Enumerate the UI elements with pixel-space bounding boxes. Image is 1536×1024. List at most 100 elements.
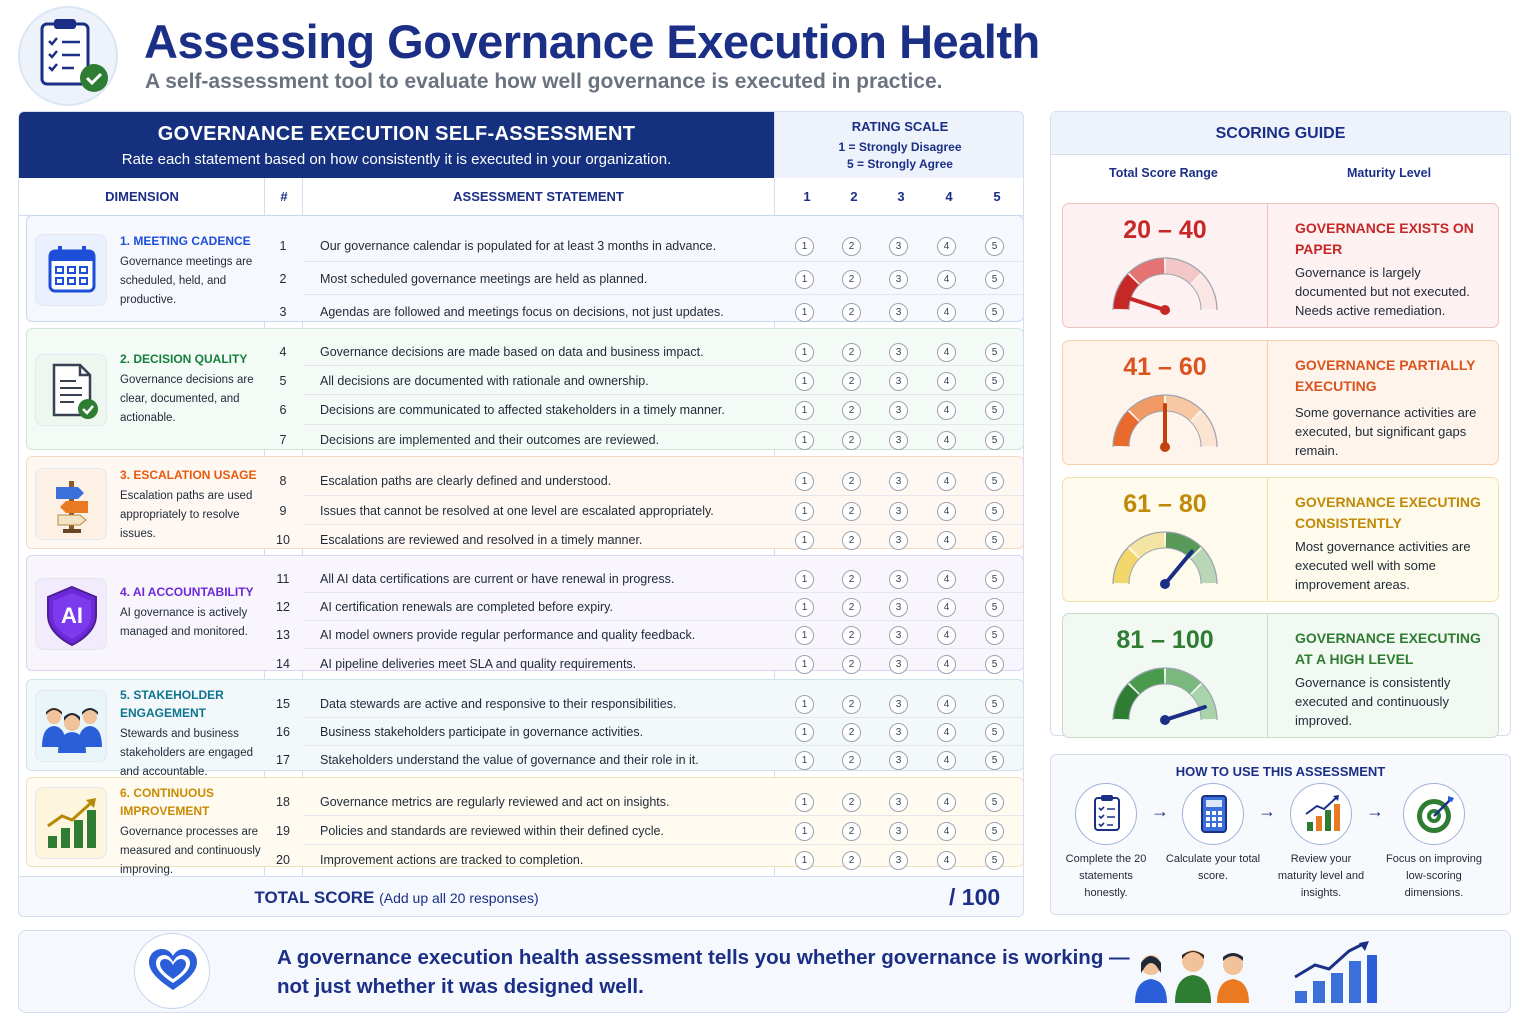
rating-option-3[interactable]: 3 — [889, 598, 908, 617]
rating-option-5[interactable]: 5 — [985, 472, 1004, 491]
rating-option-5[interactable]: 5 — [985, 695, 1004, 714]
rating-option-3[interactable]: 3 — [889, 431, 908, 450]
rating-option-5[interactable]: 5 — [985, 401, 1004, 420]
rating-option-3[interactable]: 3 — [889, 822, 908, 841]
rating-option-3[interactable]: 3 — [889, 570, 908, 589]
rating-option-1[interactable]: 1 — [795, 822, 814, 841]
rating-option-2[interactable]: 2 — [842, 570, 861, 589]
rating-option-4[interactable]: 4 — [937, 270, 956, 289]
rating-option-5[interactable]: 5 — [985, 270, 1004, 289]
rating-option-5[interactable]: 5 — [985, 237, 1004, 256]
rating-option-2[interactable]: 2 — [842, 751, 861, 770]
rating-option-4[interactable]: 4 — [937, 431, 956, 450]
rating-option-2[interactable]: 2 — [842, 531, 861, 550]
rating-option-2[interactable]: 2 — [842, 851, 861, 870]
rating-option-5[interactable]: 5 — [985, 343, 1004, 362]
rating-option-3[interactable]: 3 — [889, 502, 908, 521]
rating-option-5[interactable]: 5 — [985, 531, 1004, 550]
rating-option-2[interactable]: 2 — [842, 270, 861, 289]
rating-option-1[interactable]: 1 — [795, 626, 814, 645]
rating-option-1[interactable]: 1 — [795, 237, 814, 256]
rating-option-1[interactable]: 1 — [795, 502, 814, 521]
rating-option-3[interactable]: 3 — [889, 531, 908, 550]
rating-option-2[interactable]: 2 — [842, 598, 861, 617]
rating-option-2[interactable]: 2 — [842, 401, 861, 420]
rating-option-1[interactable]: 1 — [795, 655, 814, 674]
rating-option-3[interactable]: 3 — [889, 655, 908, 674]
rating-option-3[interactable]: 3 — [889, 851, 908, 870]
rating-option-5[interactable]: 5 — [985, 431, 1004, 450]
rating-option-4[interactable]: 4 — [937, 851, 956, 870]
rating-option-3[interactable]: 3 — [889, 723, 908, 742]
rating-option-1[interactable]: 1 — [795, 531, 814, 550]
rating-option-2[interactable]: 2 — [842, 655, 861, 674]
rating-option-1[interactable]: 1 — [795, 401, 814, 420]
rating-option-1[interactable]: 1 — [795, 570, 814, 589]
rating-option-5[interactable]: 5 — [985, 655, 1004, 674]
rating-option-4[interactable]: 4 — [937, 372, 956, 391]
rating-option-1[interactable]: 1 — [795, 851, 814, 870]
rating-option-4[interactable]: 4 — [937, 472, 956, 491]
rating-option-2[interactable]: 2 — [842, 626, 861, 645]
rating-option-4[interactable]: 4 — [937, 695, 956, 714]
rating-option-5[interactable]: 5 — [985, 372, 1004, 391]
rating-option-5[interactable]: 5 — [985, 303, 1004, 322]
rating-option-4[interactable]: 4 — [937, 502, 956, 521]
rating-option-3[interactable]: 3 — [889, 751, 908, 770]
rating-option-3[interactable]: 3 — [889, 270, 908, 289]
rating-option-3[interactable]: 3 — [889, 793, 908, 812]
rating-option-2[interactable]: 2 — [842, 723, 861, 742]
rating-option-1[interactable]: 1 — [795, 472, 814, 491]
rating-option-2[interactable]: 2 — [842, 237, 861, 256]
rating-option-2[interactable]: 2 — [842, 372, 861, 391]
rating-option-4[interactable]: 4 — [937, 237, 956, 256]
rating-option-2[interactable]: 2 — [842, 822, 861, 841]
rating-option-5[interactable]: 5 — [985, 570, 1004, 589]
rating-option-1[interactable]: 1 — [795, 270, 814, 289]
rating-option-2[interactable]: 2 — [842, 343, 861, 362]
rating-option-4[interactable]: 4 — [937, 531, 956, 550]
rating-option-1[interactable]: 1 — [795, 303, 814, 322]
rating-option-4[interactable]: 4 — [937, 723, 956, 742]
rating-option-2[interactable]: 2 — [842, 695, 861, 714]
rating-option-4[interactable]: 4 — [937, 793, 956, 812]
rating-option-4[interactable]: 4 — [937, 570, 956, 589]
rating-option-5[interactable]: 5 — [985, 626, 1004, 645]
rating-option-2[interactable]: 2 — [842, 793, 861, 812]
rating-option-1[interactable]: 1 — [795, 793, 814, 812]
rating-option-3[interactable]: 3 — [889, 401, 908, 420]
rating-option-4[interactable]: 4 — [937, 655, 956, 674]
rating-option-4[interactable]: 4 — [937, 626, 956, 645]
rating-option-1[interactable]: 1 — [795, 372, 814, 391]
rating-option-2[interactable]: 2 — [842, 502, 861, 521]
rating-option-3[interactable]: 3 — [889, 343, 908, 362]
rating-option-4[interactable]: 4 — [937, 822, 956, 841]
rating-option-1[interactable]: 1 — [795, 751, 814, 770]
rating-option-1[interactable]: 1 — [795, 598, 814, 617]
rating-option-3[interactable]: 3 — [889, 472, 908, 491]
rating-option-3[interactable]: 3 — [889, 303, 908, 322]
rating-option-1[interactable]: 1 — [795, 695, 814, 714]
rating-option-5[interactable]: 5 — [985, 598, 1004, 617]
rating-option-2[interactable]: 2 — [842, 431, 861, 450]
rating-option-2[interactable]: 2 — [842, 472, 861, 491]
rating-option-1[interactable]: 1 — [795, 431, 814, 450]
rating-option-3[interactable]: 3 — [889, 695, 908, 714]
rating-option-3[interactable]: 3 — [889, 237, 908, 256]
rating-option-3[interactable]: 3 — [889, 626, 908, 645]
rating-option-5[interactable]: 5 — [985, 723, 1004, 742]
rating-option-5[interactable]: 5 — [985, 822, 1004, 841]
rating-option-5[interactable]: 5 — [985, 851, 1004, 870]
rating-option-1[interactable]: 1 — [795, 343, 814, 362]
rating-option-1[interactable]: 1 — [795, 723, 814, 742]
rating-option-5[interactable]: 5 — [985, 751, 1004, 770]
rating-option-5[interactable]: 5 — [985, 502, 1004, 521]
rating-option-3[interactable]: 3 — [889, 372, 908, 391]
total-score-max[interactable]: / 100 — [949, 884, 1001, 910]
rating-option-5[interactable]: 5 — [985, 793, 1004, 812]
rating-option-4[interactable]: 4 — [937, 343, 956, 362]
rating-option-4[interactable]: 4 — [937, 303, 956, 322]
rating-option-4[interactable]: 4 — [937, 401, 956, 420]
rating-option-4[interactable]: 4 — [937, 751, 956, 770]
rating-option-4[interactable]: 4 — [937, 598, 956, 617]
